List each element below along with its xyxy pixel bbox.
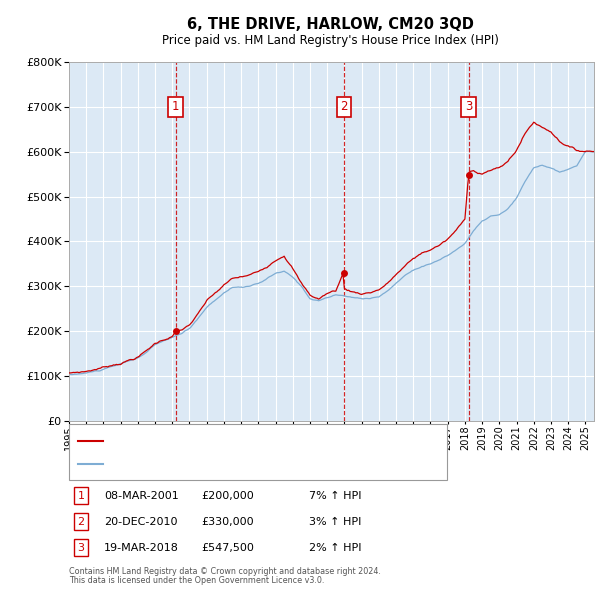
Text: £330,000: £330,000 xyxy=(201,517,254,526)
Text: 1: 1 xyxy=(77,491,85,500)
Text: 2: 2 xyxy=(77,517,85,526)
Text: 2: 2 xyxy=(340,100,347,113)
Text: 6, THE DRIVE, HARLOW, CM20 3QD: 6, THE DRIVE, HARLOW, CM20 3QD xyxy=(187,17,473,32)
Text: 2% ↑ HPI: 2% ↑ HPI xyxy=(309,543,361,552)
Text: This data is licensed under the Open Government Licence v3.0.: This data is licensed under the Open Gov… xyxy=(69,576,325,585)
Text: 3: 3 xyxy=(77,543,85,552)
Text: 08-MAR-2001: 08-MAR-2001 xyxy=(104,491,179,500)
Text: 3% ↑ HPI: 3% ↑ HPI xyxy=(309,517,361,526)
Text: Price paid vs. HM Land Registry's House Price Index (HPI): Price paid vs. HM Land Registry's House … xyxy=(161,34,499,47)
Text: £547,500: £547,500 xyxy=(201,543,254,552)
Text: Contains HM Land Registry data © Crown copyright and database right 2024.: Contains HM Land Registry data © Crown c… xyxy=(69,566,381,576)
Text: 19-MAR-2018: 19-MAR-2018 xyxy=(104,543,179,552)
Text: 1: 1 xyxy=(172,100,179,113)
Text: 3: 3 xyxy=(465,100,472,113)
Text: 20-DEC-2010: 20-DEC-2010 xyxy=(104,517,178,526)
Text: HPI: Average price, detached house, Harlow: HPI: Average price, detached house, Harl… xyxy=(108,459,327,469)
Text: £200,000: £200,000 xyxy=(201,491,254,500)
Text: 6, THE DRIVE, HARLOW, CM20 3QD (detached house): 6, THE DRIVE, HARLOW, CM20 3QD (detached… xyxy=(108,435,374,445)
Text: 7% ↑ HPI: 7% ↑ HPI xyxy=(309,491,361,500)
